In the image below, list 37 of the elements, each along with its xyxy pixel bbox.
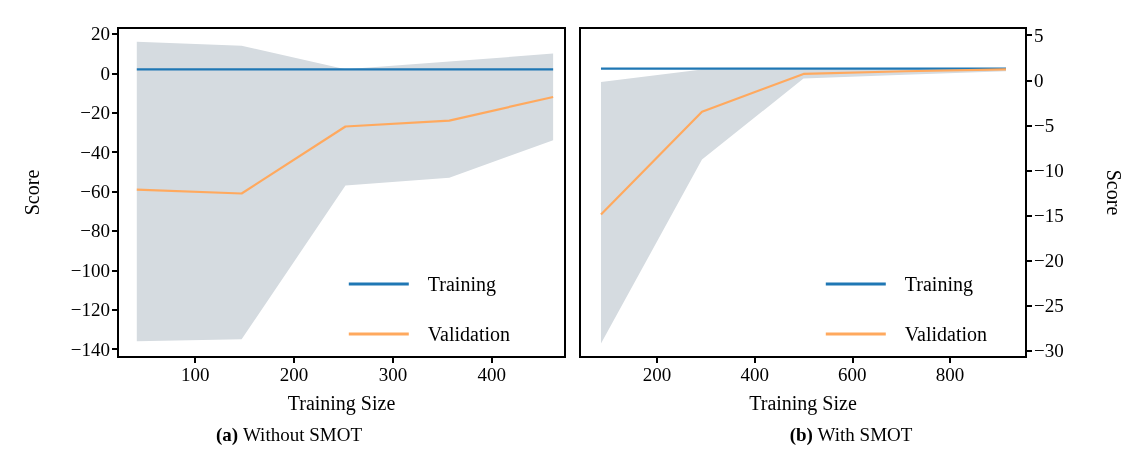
y2-tick-label: −30 bbox=[1034, 340, 1064, 362]
y-axis-title: Score bbox=[21, 169, 43, 216]
x-tick-label: 400 bbox=[740, 364, 769, 385]
legend-label: Validation bbox=[904, 323, 988, 345]
line-series bbox=[135, 95, 555, 195]
y2-tick-label: −15 bbox=[1034, 204, 1064, 226]
line-series bbox=[599, 68, 1008, 216]
text: (b) With SMOT bbox=[789, 424, 913, 446]
x-tick-label: 300 bbox=[378, 364, 408, 385]
y-tick-label: −120 bbox=[70, 299, 110, 321]
y-tick-label: −20 bbox=[80, 102, 110, 124]
y-tick-label: −60 bbox=[80, 181, 110, 203]
y-tick-label: 20 bbox=[91, 23, 110, 45]
y2-tick-label: 0 bbox=[1034, 69, 1044, 91]
x-tick-label: 600 bbox=[838, 364, 867, 385]
x-axis-title: Training Size bbox=[287, 392, 396, 415]
x-tick-label: 800 bbox=[935, 364, 965, 385]
y2-tick-label: −25 bbox=[1034, 295, 1064, 317]
x-tick-label: 200 bbox=[642, 364, 672, 385]
text: (a) Without SMOT bbox=[216, 424, 363, 446]
y-tick-label: 0 bbox=[100, 62, 110, 84]
legend-label: Training bbox=[904, 273, 973, 296]
y2-axis-title: Score bbox=[1103, 169, 1125, 216]
x-tick-label: 400 bbox=[477, 364, 507, 385]
x-axis-title: Training Size bbox=[749, 392, 857, 415]
y-tick-label: −40 bbox=[80, 141, 110, 163]
y2-tick-label: −20 bbox=[1034, 250, 1064, 272]
legend-label: Training bbox=[427, 273, 496, 296]
x-tick-label: 200 bbox=[279, 364, 309, 385]
y-tick-label: −100 bbox=[70, 259, 110, 281]
y2-tick-label: −10 bbox=[1034, 159, 1064, 181]
y-tick-label: −140 bbox=[70, 338, 110, 360]
legend-label: Validation bbox=[427, 323, 511, 345]
y2-tick-label: −5 bbox=[1034, 114, 1055, 136]
x-tick-label: 100 bbox=[180, 364, 210, 385]
y2-tick-label: 5 bbox=[1034, 24, 1044, 46]
y-tick-label: −80 bbox=[80, 220, 110, 242]
